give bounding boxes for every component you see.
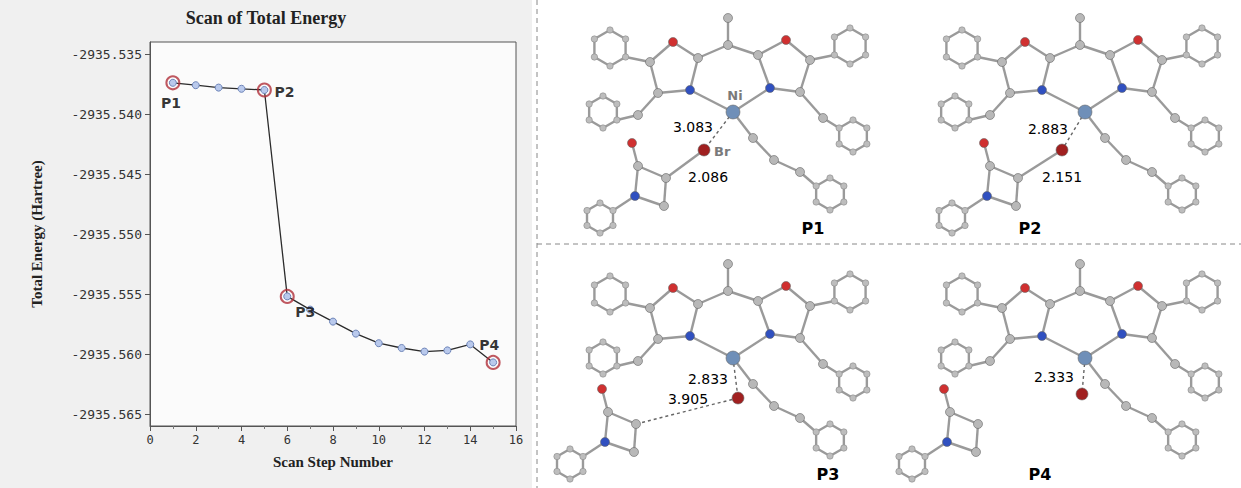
- svg-text:12: 12: [417, 433, 431, 447]
- svg-text:2.086: 2.086: [688, 169, 728, 185]
- svg-text:P4: P4: [1029, 465, 1052, 484]
- svg-text:-2935.555: -2935.555: [72, 287, 142, 302]
- svg-text:3.905: 3.905: [668, 391, 708, 407]
- svg-text:8: 8: [329, 433, 336, 447]
- svg-text:2.151: 2.151: [1042, 169, 1082, 185]
- svg-text:4: 4: [238, 433, 245, 447]
- svg-text:10: 10: [372, 433, 386, 447]
- svg-text:2.333: 2.333: [1034, 369, 1074, 385]
- svg-text:6: 6: [284, 433, 291, 447]
- svg-text:-2935.565: -2935.565: [72, 407, 142, 422]
- svg-text:2: 2: [192, 433, 199, 447]
- svg-text:-2935.560: -2935.560: [72, 347, 142, 362]
- svg-text:-2935.535: -2935.535: [72, 47, 142, 62]
- svg-text:P3: P3: [817, 465, 840, 484]
- svg-text:P1: P1: [161, 95, 181, 111]
- svg-text:Total Energy (Hartree): Total Energy (Hartree): [29, 160, 46, 307]
- svg-text:Scan of Total Energy: Scan of Total Energy: [186, 8, 347, 28]
- svg-text:P2: P2: [274, 84, 294, 100]
- svg-text:P1: P1: [802, 219, 825, 238]
- svg-text:P4: P4: [479, 337, 499, 353]
- svg-text:P3: P3: [295, 304, 315, 320]
- svg-text:Scan Step Number: Scan Step Number: [273, 454, 393, 470]
- svg-text:-2935.540: -2935.540: [72, 107, 142, 122]
- svg-text:14: 14: [463, 433, 477, 447]
- svg-text:16: 16: [509, 433, 523, 447]
- svg-text:2.883: 2.883: [1028, 121, 1068, 137]
- svg-text:2.833: 2.833: [688, 371, 728, 387]
- svg-text:-2935.550: -2935.550: [72, 227, 142, 242]
- svg-text:Ni: Ni: [727, 88, 742, 103]
- svg-text:0: 0: [146, 433, 153, 447]
- svg-text:Br: Br: [714, 144, 731, 159]
- svg-text:3.083: 3.083: [673, 119, 713, 135]
- svg-text:-2935.545: -2935.545: [72, 167, 142, 182]
- svg-text:P2: P2: [1019, 219, 1042, 238]
